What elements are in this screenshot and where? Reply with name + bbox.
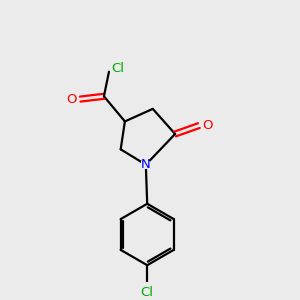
Bar (203, 122, 212, 130)
Text: Cl: Cl (111, 62, 124, 75)
Bar (141, 160, 150, 169)
Text: N: N (141, 158, 151, 171)
Bar (141, 288, 153, 297)
Text: O: O (66, 93, 76, 106)
Text: O: O (202, 119, 212, 132)
Bar (112, 65, 124, 73)
Text: Cl: Cl (141, 286, 154, 299)
Bar (67, 95, 76, 103)
